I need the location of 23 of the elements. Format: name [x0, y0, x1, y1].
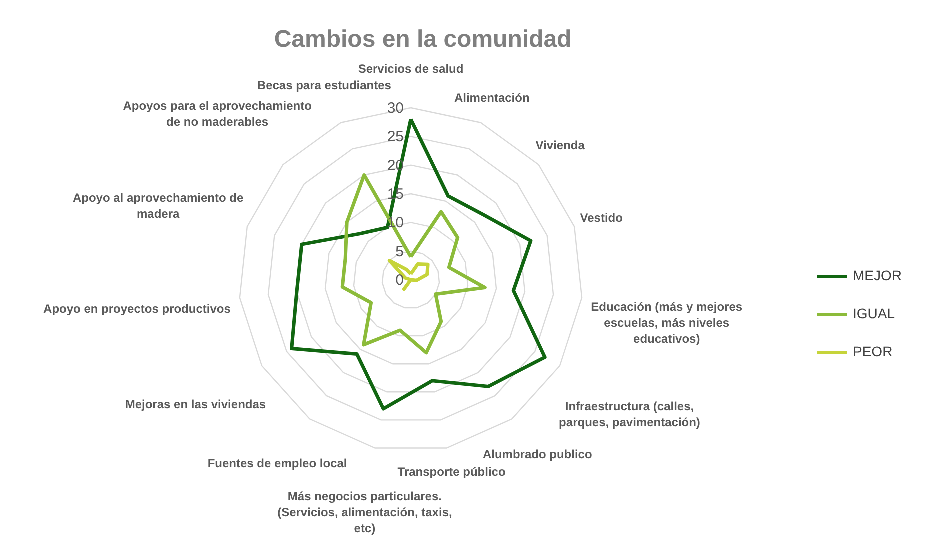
spoke-label: Más negocios particulares. (Servicios, alimentación, taxis, etc) — [278, 490, 452, 536]
spoke-label: Servicios de salud — [358, 62, 464, 76]
spoke-label: Alumbrado publico — [482, 447, 592, 462]
spoke-label: Mejoras en las viviendas — [125, 397, 266, 412]
spoke-label: Apoyo al aprovechamiento de madera — [72, 190, 244, 221]
spoke-label: Vivienda — [536, 138, 586, 153]
spoke-label: Educación (más y mejores escuelas, más niveles educativos) — [591, 300, 743, 346]
y-tick-label: 5 — [396, 243, 404, 260]
y-tick-label: 25 — [387, 128, 404, 146]
y-tick-label: 30 — [387, 100, 404, 117]
spoke-label: Transporte público — [398, 464, 506, 479]
spoke-label: Vestido — [580, 211, 623, 226]
spoke-label: Infraestructura (calles, parques, pavimentación) — [559, 399, 700, 430]
y-tick-label: 0 — [396, 272, 404, 289]
spoke-label: Alimentación — [454, 90, 530, 105]
legend-label: PEOR — [853, 344, 893, 360]
legend-label: IGUAL — [853, 306, 896, 322]
chart-title: Cambios en la comunidad — [274, 26, 572, 53]
spoke-label: Fuentes de empleo local — [208, 456, 348, 471]
spoke-label: Apoyo en proyectos productivos — [44, 302, 232, 316]
spoke-label: Becas para estudiantes — [257, 78, 392, 93]
legend-label: MEJOR — [853, 268, 902, 284]
spoke-label: Apoyos para el aprovechamiento de no maderables — [123, 98, 312, 129]
